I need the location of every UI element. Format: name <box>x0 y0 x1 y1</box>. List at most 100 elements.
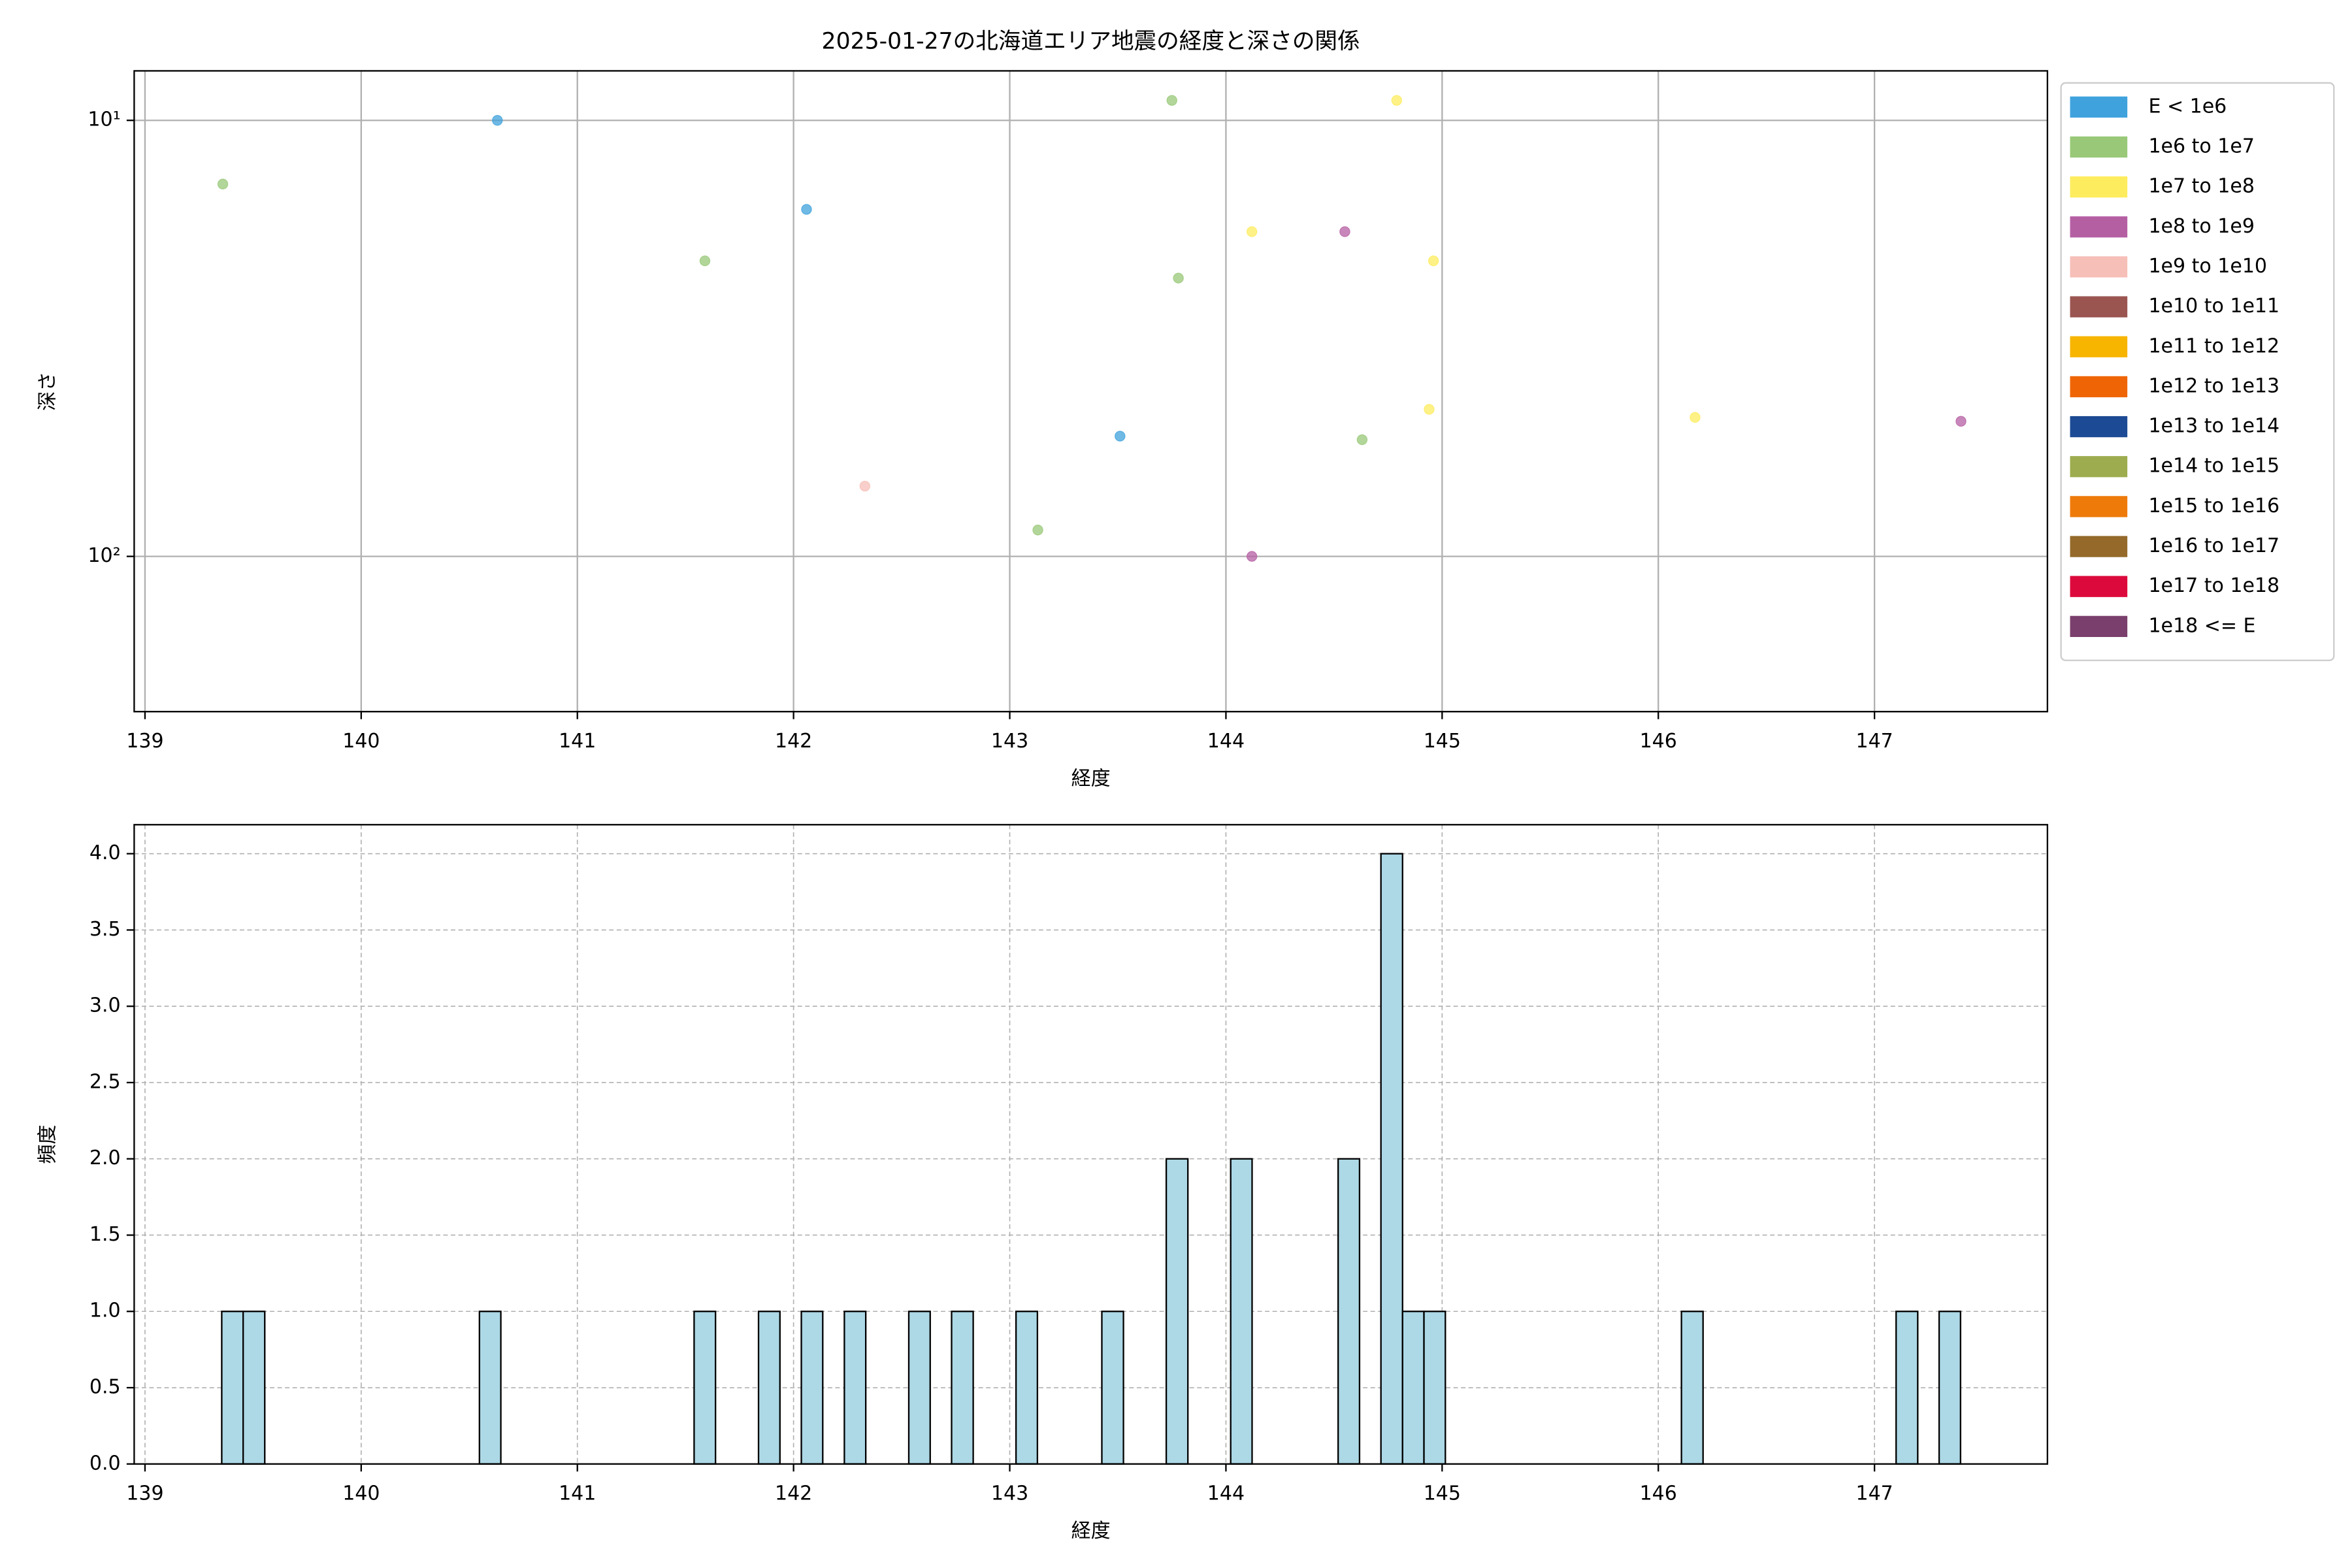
legend-label: 1e17 to 1e18 <box>2148 574 2279 597</box>
legend-label: 1e16 to 1e17 <box>2148 534 2279 557</box>
bar <box>1680 1311 1704 1465</box>
legend-swatch <box>2070 256 2128 278</box>
y-tick-label: 4.0 <box>90 841 121 864</box>
point <box>1690 412 1701 423</box>
bar <box>1401 1311 1425 1465</box>
legend-swatch <box>2070 456 2128 478</box>
y-tick-label: 3.5 <box>90 918 121 941</box>
y-axis-label: 頻度 <box>36 1125 59 1164</box>
y-tick-label: 0.0 <box>90 1452 121 1475</box>
legend-frame <box>2060 82 2335 661</box>
bar <box>1337 1158 1361 1465</box>
x-tick-label: 139 <box>126 1482 163 1505</box>
point <box>859 480 871 492</box>
legend-swatch <box>2070 576 2128 597</box>
legend-label: 1e15 to 1e16 <box>2148 495 2279 517</box>
x-tick-label: 141 <box>559 1482 596 1505</box>
point <box>1246 226 1258 237</box>
bar <box>1165 1158 1189 1465</box>
point <box>1032 525 1043 536</box>
bar <box>951 1311 974 1465</box>
bar <box>242 1311 266 1465</box>
x-tick-label: 140 <box>342 730 380 753</box>
x-tick-label: 139 <box>126 730 163 753</box>
x-axis-label: 経度 <box>1071 1520 1111 1543</box>
legend-swatch <box>2070 136 2128 158</box>
y-axis-label: 深さ <box>36 372 59 411</box>
x-tick-label: 143 <box>991 1482 1028 1505</box>
x-tick-label: 144 <box>1207 1482 1245 1505</box>
bar <box>1380 853 1403 1465</box>
bar <box>1423 1311 1446 1465</box>
bar <box>221 1311 244 1465</box>
point <box>1166 95 1177 106</box>
legend-swatch <box>2070 296 2128 318</box>
point <box>801 204 812 215</box>
y-tick-label: 2.5 <box>90 1070 121 1093</box>
legend-label: 1e18 <= E <box>2148 614 2255 637</box>
plot-frame <box>133 70 2048 713</box>
legend-swatch <box>2070 496 2128 517</box>
point <box>1391 95 1403 106</box>
y-tick-label: 3.0 <box>90 994 121 1017</box>
point <box>1428 255 1439 267</box>
legend-label: 1e6 to 1e7 <box>2148 135 2254 158</box>
legend-swatch <box>2070 615 2128 637</box>
point <box>217 178 229 189</box>
x-tick-label: 147 <box>1855 730 1893 753</box>
bar <box>1895 1311 1919 1465</box>
point <box>1246 551 1258 562</box>
legend-label: 1e10 to 1e11 <box>2148 295 2279 318</box>
plot-frame <box>133 824 2048 1465</box>
y-tick-label: 2.0 <box>90 1147 121 1169</box>
point <box>1173 272 1184 284</box>
legend-swatch <box>2070 176 2128 198</box>
x-tick-label: 146 <box>1640 1482 1677 1505</box>
point <box>1356 434 1368 446</box>
legend-swatch <box>2070 536 2128 557</box>
y-tick-label: 1.0 <box>90 1299 121 1322</box>
bar <box>1015 1311 1039 1465</box>
legend-label: 1e7 to 1e8 <box>2148 175 2254 198</box>
bar <box>757 1311 781 1465</box>
bar <box>693 1311 717 1465</box>
legend-label: 1e9 to 1e10 <box>2148 255 2267 278</box>
legend-label: 1e11 to 1e12 <box>2148 335 2279 357</box>
y-tick-label: 10¹ <box>88 108 120 131</box>
bar <box>1938 1311 1961 1465</box>
bar <box>800 1311 824 1465</box>
legend-label: E < 1e6 <box>2148 95 2227 118</box>
bar <box>1101 1311 1124 1465</box>
y-tick-label: 10² <box>88 544 120 567</box>
x-tick-label: 140 <box>342 1482 380 1505</box>
legend-swatch <box>2070 376 2128 398</box>
legend-label: 1e12 to 1e13 <box>2148 374 2279 397</box>
x-tick-label: 146 <box>1640 730 1677 753</box>
legend-label: 1e8 to 1e9 <box>2148 215 2254 238</box>
x-tick-label: 145 <box>1424 1482 1461 1505</box>
legend-swatch <box>2070 216 2128 238</box>
point <box>1424 404 1435 415</box>
x-tick-label: 141 <box>559 730 596 753</box>
x-tick-label: 143 <box>991 730 1028 753</box>
bar <box>1230 1158 1253 1465</box>
x-tick-label: 147 <box>1855 1482 1893 1505</box>
point <box>1339 226 1350 237</box>
bar <box>843 1311 867 1465</box>
x-axis-label: 経度 <box>1071 768 1111 791</box>
point <box>1115 431 1126 442</box>
x-tick-label: 142 <box>775 1482 812 1505</box>
y-tick-label: 0.5 <box>90 1376 121 1399</box>
legend-label: 1e13 to 1e14 <box>2148 415 2279 438</box>
point <box>699 255 711 267</box>
legend-swatch <box>2070 416 2128 438</box>
x-tick-label: 142 <box>775 730 812 753</box>
bar <box>907 1311 931 1465</box>
legend-label: 1e14 to 1e15 <box>2148 455 2279 478</box>
x-tick-label: 145 <box>1424 730 1461 753</box>
y-tick-label: 1.5 <box>90 1223 121 1246</box>
x-tick-label: 144 <box>1207 730 1245 753</box>
legend-swatch <box>2070 336 2128 357</box>
